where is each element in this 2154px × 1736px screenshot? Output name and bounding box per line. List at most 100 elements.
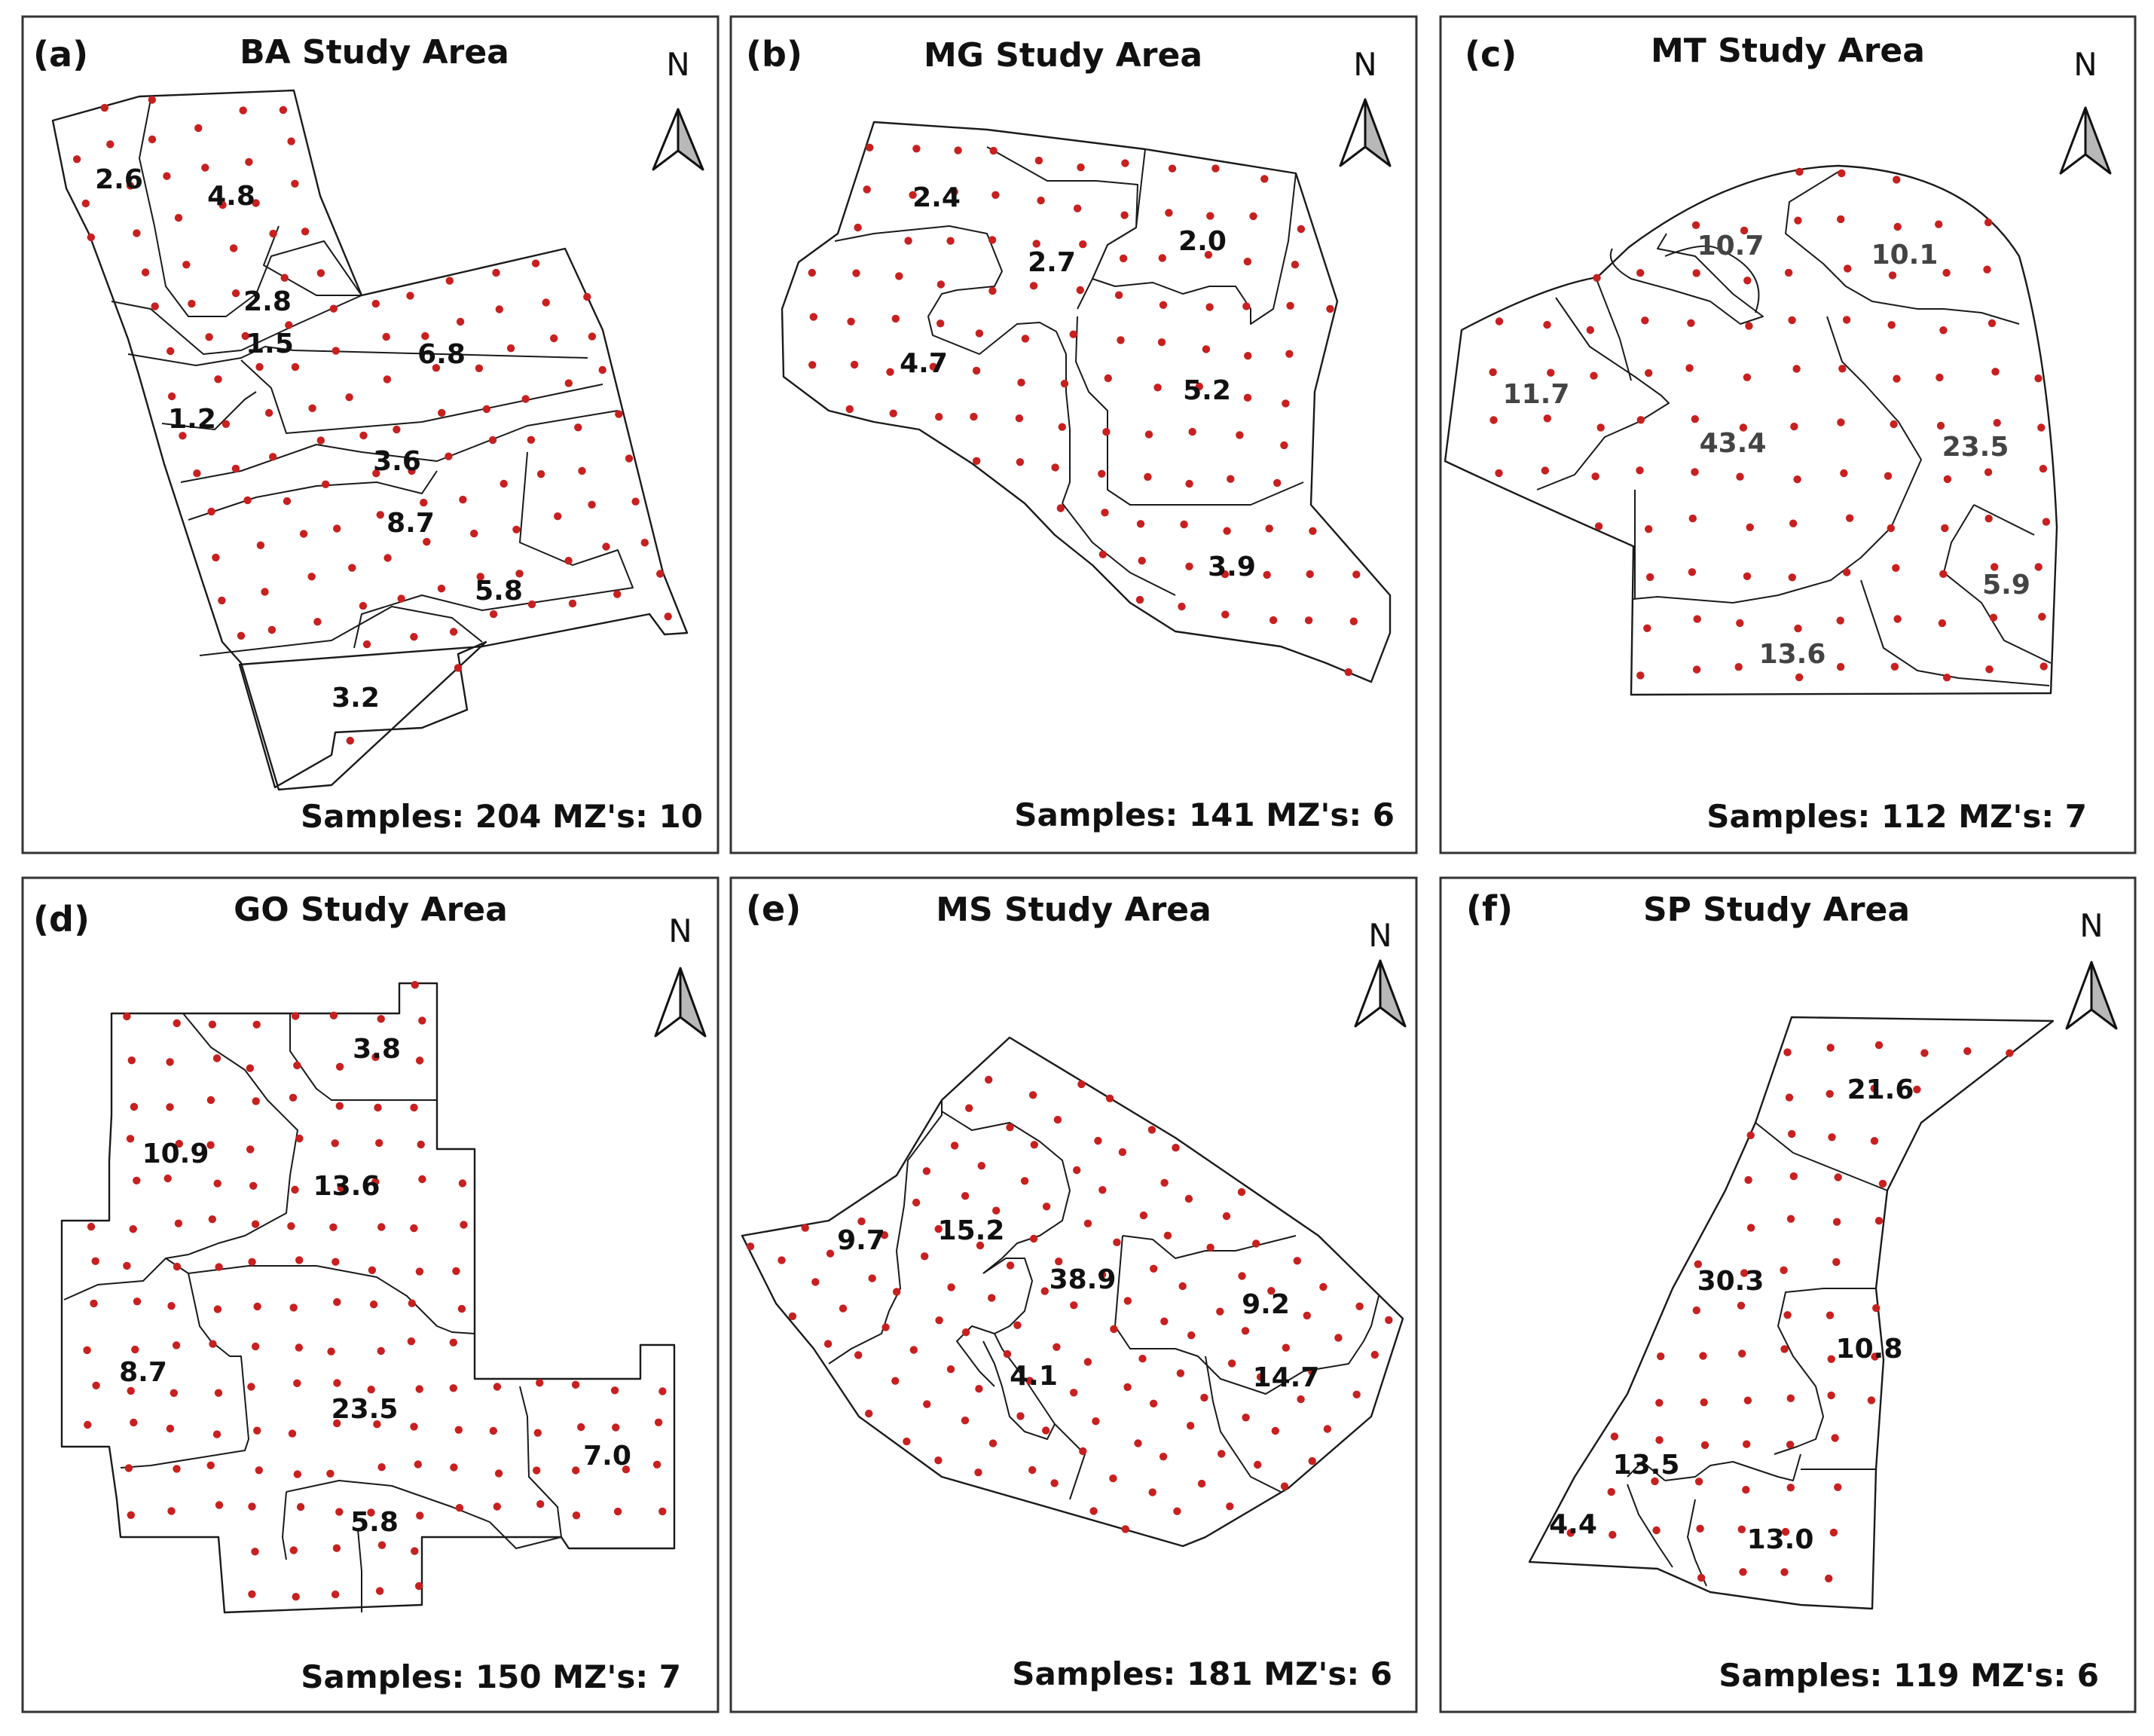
- zone-label: 3.8: [353, 1034, 401, 1065]
- sample-point: [1691, 415, 1699, 423]
- sample-point: [1243, 258, 1252, 266]
- sample-point: [251, 1548, 259, 1556]
- sample-point: [126, 1135, 135, 1143]
- sample-point: [572, 1511, 581, 1520]
- sample-point: [1547, 368, 1555, 377]
- sample-point: [1079, 1447, 1087, 1456]
- sample-point: [289, 1304, 298, 1312]
- sample-point: [255, 1466, 263, 1475]
- sample-point: [1016, 458, 1025, 466]
- sample-point: [631, 497, 640, 506]
- sample-point: [494, 1469, 503, 1478]
- sample-point: [163, 1174, 172, 1183]
- sample-point: [331, 1139, 339, 1148]
- sample-point: [1795, 673, 1804, 682]
- sample-point: [1256, 1373, 1265, 1381]
- sample-point: [811, 1278, 820, 1286]
- sample-point: [292, 1593, 300, 1601]
- sample-point: [1138, 557, 1146, 565]
- sample-point: [886, 368, 894, 376]
- sample-point: [287, 1222, 295, 1230]
- sample-point: [1736, 619, 1744, 628]
- sample-point: [1586, 326, 1594, 335]
- sample-point: [331, 1590, 340, 1599]
- panel-title: BA Study Area: [240, 33, 509, 72]
- sample-point: [368, 1266, 377, 1275]
- zone-label: 2.6: [95, 164, 143, 195]
- sample-point: [214, 375, 222, 384]
- sample-point: [934, 1456, 943, 1465]
- sample-point: [1687, 319, 1695, 327]
- sample-point: [1636, 466, 1644, 475]
- sample-point: [231, 464, 240, 473]
- sample-point: [1077, 163, 1085, 172]
- sample-point: [167, 1507, 176, 1515]
- sample-point: [1590, 371, 1598, 380]
- sample-point: [1657, 1352, 1665, 1361]
- sample-points: [808, 143, 1361, 677]
- sample-point: [173, 1465, 181, 1473]
- sample-point: [415, 1267, 424, 1276]
- zone-labels: 3.8 10.9 13.6 8.7 23.5 7.0 5.8: [119, 1034, 631, 1538]
- sample-point: [988, 1294, 996, 1302]
- sample-point: [332, 347, 340, 355]
- sample-point: [1056, 504, 1065, 512]
- sample-point: [1160, 1178, 1169, 1187]
- sample-point: [2039, 662, 2048, 671]
- sample-point: [383, 554, 392, 562]
- sample-point: [515, 570, 524, 578]
- sample-point: [965, 1104, 973, 1112]
- sample-point: [1013, 1321, 1022, 1330]
- sample-point: [1688, 514, 1697, 523]
- sample-point: [229, 244, 238, 252]
- sample-point: [243, 496, 252, 505]
- sample-point: [1636, 269, 1645, 277]
- sample-point: [348, 564, 356, 572]
- sample-point: [1297, 225, 1306, 234]
- sample-point: [1884, 472, 1893, 480]
- sample-point: [1050, 1479, 1059, 1487]
- sample-point: [1694, 1260, 1702, 1269]
- sample-point: [1205, 303, 1214, 311]
- zone-label: 10.7: [1697, 231, 1764, 261]
- sample-point: [1844, 264, 1852, 273]
- sample-point: [1297, 1395, 1305, 1404]
- sample-point: [1893, 176, 1901, 184]
- sample-point: [578, 466, 586, 475]
- sample-point: [527, 436, 536, 444]
- sample-point: [1870, 1084, 1878, 1093]
- north-label: N: [1368, 917, 1392, 954]
- sample-point: [1780, 1266, 1788, 1275]
- sample-point: [84, 1420, 92, 1429]
- sample-point: [215, 1263, 223, 1271]
- sample-point: [1094, 1136, 1102, 1145]
- sample-point: [656, 570, 665, 578]
- sample-point: [333, 524, 341, 533]
- north-label: N: [2079, 907, 2103, 944]
- sample-point: [373, 1420, 381, 1429]
- sample-point: [1385, 1316, 1393, 1325]
- sample-point: [289, 1093, 298, 1102]
- sample-point: [1222, 1212, 1231, 1221]
- field-map: [1528, 1016, 2055, 1610]
- sample-points: [1489, 167, 2051, 682]
- sample-point: [950, 188, 958, 196]
- sample-point: [167, 1302, 176, 1310]
- zone-label: 13.6: [313, 1171, 380, 1202]
- sample-point: [934, 1224, 943, 1233]
- sample-point: [1746, 1131, 1755, 1140]
- sample-point: [133, 1297, 142, 1306]
- sample-point: [950, 1142, 959, 1150]
- sample-point: [1780, 1568, 1789, 1576]
- sample-point: [1269, 616, 1278, 625]
- sample-point: [246, 1145, 255, 1154]
- sample-point: [1147, 1126, 1156, 1134]
- sample-point: [850, 360, 859, 369]
- sample-point: [1223, 527, 1231, 535]
- sample-point: [205, 333, 213, 341]
- sample-point: [1227, 475, 1235, 483]
- zone-label: 14.7: [1253, 1362, 1320, 1393]
- sample-point: [1241, 1327, 1250, 1335]
- sample-point: [1786, 1484, 1795, 1492]
- sample-point: [130, 1418, 138, 1427]
